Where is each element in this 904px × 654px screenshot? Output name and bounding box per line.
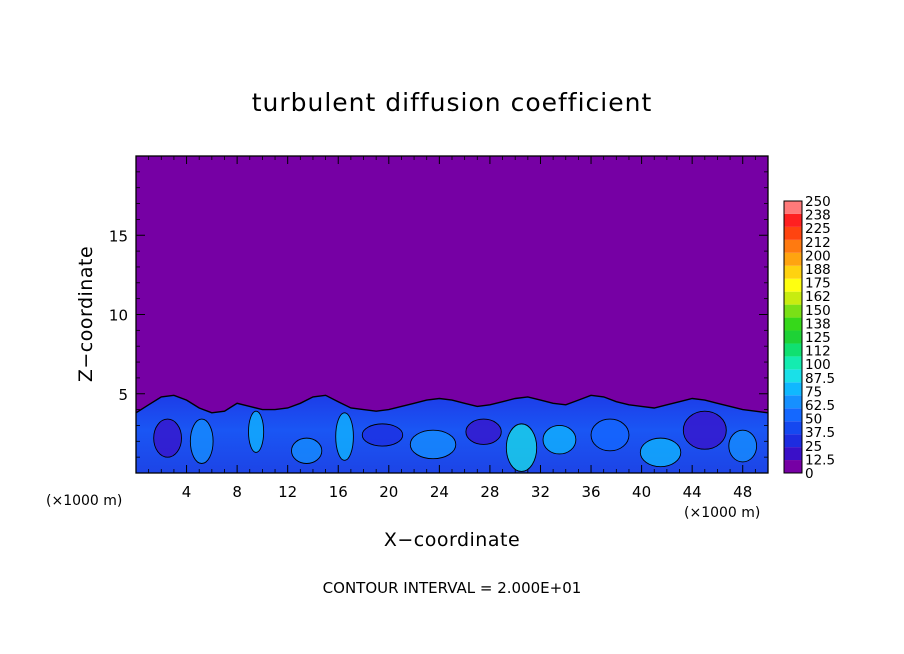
colorbar-label: 200 (805, 248, 831, 264)
colorbar-swatch (784, 395, 802, 409)
colorbar-swatch (784, 252, 802, 266)
colorbar-swatch (784, 330, 802, 344)
colorbar-label: 188 (805, 262, 831, 278)
x-unit-left: (×1000 m) (46, 493, 122, 509)
x-tick-label: 20 (379, 483, 398, 501)
x-tick-label: 16 (329, 483, 348, 501)
x-tick-label: 28 (480, 483, 499, 501)
eddy-feature (542, 424, 577, 455)
colorbar-swatch (784, 213, 802, 227)
y-tick-label: 15 (109, 227, 128, 245)
x-axis-label: X−coordinate (384, 529, 520, 551)
eddy-feature (291, 437, 323, 464)
eddy-feature (465, 418, 502, 445)
x-tick-label: 44 (683, 483, 702, 501)
colorbar-swatch (784, 356, 802, 370)
colorbar-swatch (784, 434, 802, 448)
x-tick-label: 48 (733, 483, 752, 501)
eddy-feature (639, 437, 682, 468)
turbulence-features (153, 410, 758, 472)
eddy-feature (682, 410, 727, 450)
colorbar-label: 75 (805, 384, 822, 400)
eddy-feature (590, 418, 630, 452)
eddy-feature (248, 410, 265, 453)
contour-interval-note: CONTOUR INTERVAL = 2.000E+01 (323, 579, 582, 597)
x-tick-label: 32 (531, 483, 550, 501)
y-axis-ticks: 5 10 15 (109, 171, 768, 458)
colorbar-swatch (784, 201, 802, 214)
eddy-feature (335, 412, 354, 461)
eddy-feature (728, 429, 758, 463)
x-tick-label: 40 (632, 483, 651, 501)
eddy-feature (361, 423, 404, 447)
colorbar-label: 238 (805, 208, 831, 224)
eddy-feature (409, 429, 457, 460)
x-tick-label: 8 (232, 483, 242, 501)
colorbar-swatch (784, 317, 802, 331)
colorbar-swatch (784, 343, 802, 357)
colorbar-label: 0 (805, 466, 814, 482)
colorbar-swatch (784, 239, 802, 253)
x-tick-label: 36 (581, 483, 600, 501)
colorbar-label: 212 (805, 235, 831, 251)
colorbar: 012.52537.55062.57587.510011212513815016… (783, 194, 835, 482)
eddy-feature (153, 418, 182, 458)
y-tick-label: 5 (118, 386, 128, 404)
colorbar-swatch (784, 265, 802, 279)
colorbar-label: 100 (805, 357, 831, 373)
x-unit-right: (×1000 m) (684, 505, 760, 521)
colorbar-frame (783, 200, 803, 474)
colorbar-label: 62.5 (805, 398, 835, 414)
x-axis-ticks: 4 8 12 16 20 24 28 32 36 40 44 48 (148, 156, 756, 501)
colorbar-label: 12.5 (805, 452, 835, 468)
colorbar-label: 50 (805, 412, 822, 428)
colorbar-swatch (784, 447, 802, 461)
colorbar-swatch (784, 382, 802, 396)
colorbar-label: 138 (805, 316, 831, 332)
x-tick-label: 24 (430, 483, 449, 501)
colorbar-swatch (784, 421, 802, 435)
colorbar-swatch (784, 460, 802, 473)
colorbar-label: 125 (805, 330, 831, 346)
eddy-feature (505, 423, 538, 472)
x-tick-label: 4 (182, 483, 192, 501)
eddy-feature (189, 418, 214, 464)
colorbar-label: 37.5 (805, 425, 835, 441)
colorbar-swatch (784, 226, 802, 240)
colorbar-label: 150 (805, 303, 831, 319)
y-tick-label: 10 (109, 307, 128, 325)
colorbar-label: 250 (805, 194, 831, 210)
y-axis-label: Z−coordinate (75, 246, 97, 382)
colorbar-swatch (784, 304, 802, 318)
colorbar-swatch (784, 291, 802, 305)
chart-title: turbulent diffusion coefficient (252, 88, 653, 117)
contour-line-outer (136, 394, 768, 414)
colorbar-label: 112 (805, 344, 831, 360)
colorbar-swatch (784, 408, 802, 422)
colorbar-swatch (784, 278, 802, 292)
colorbar-label: 87.5 (805, 371, 835, 387)
colorbar-label: 225 (805, 221, 831, 237)
colorbar-label: 175 (805, 276, 831, 292)
colorbar-swatch (784, 369, 802, 383)
colorbar-label: 162 (805, 289, 831, 305)
colorbar-label: 25 (805, 439, 822, 455)
x-tick-label: 12 (278, 483, 297, 501)
